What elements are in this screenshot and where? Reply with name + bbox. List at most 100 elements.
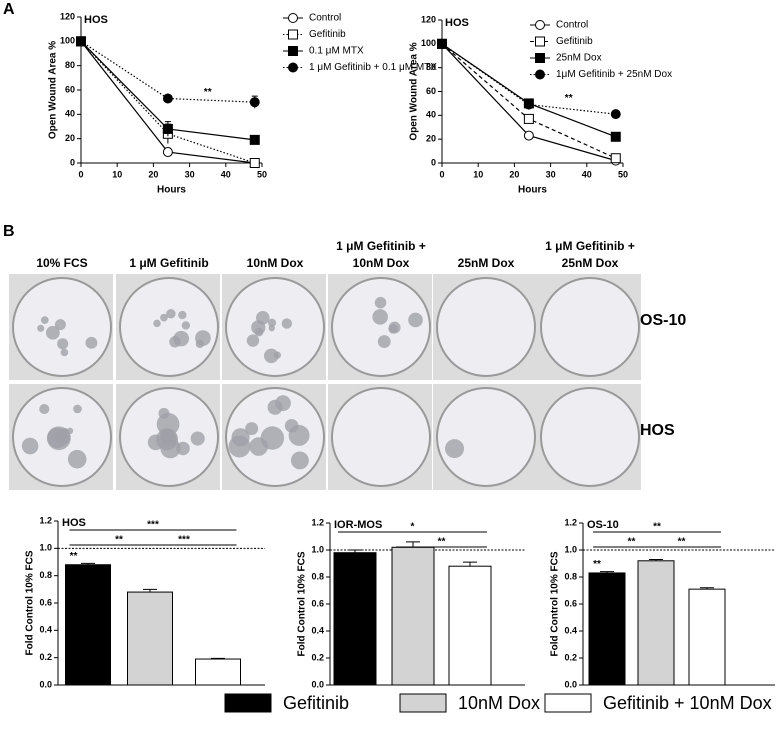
colony — [195, 339, 205, 349]
bar — [65, 564, 111, 686]
legend-marker — [535, 20, 545, 30]
bracket-label: ** — [115, 535, 123, 546]
colony — [254, 327, 264, 337]
legend-label: Gefitinib — [556, 36, 593, 47]
marker — [437, 38, 447, 49]
colony — [40, 316, 49, 325]
y-tick-label: 0.8 — [39, 570, 52, 580]
colony — [260, 426, 285, 450]
error-bar — [600, 571, 614, 573]
legend-label: Control — [309, 13, 341, 24]
colony — [176, 441, 190, 456]
y-axis-label: Open Wound Area % — [409, 42, 420, 140]
annotation: ** — [565, 93, 573, 104]
x-tick-label: 0 — [78, 169, 83, 179]
bracket-label: * — [411, 522, 415, 533]
column-header: 1 μM Gefitinib + 25nM Dox — [545, 239, 635, 270]
y-tick-label: 1.2 — [564, 517, 577, 527]
legend-label: 0.1 μM MTX — [309, 46, 364, 57]
legend-label: 1 μM Gefitinib + 0.1 μM MTX — [309, 62, 437, 73]
x-tick-label: 20 — [148, 169, 158, 179]
colony — [169, 336, 181, 348]
colony — [288, 424, 310, 446]
y-tick-label: 100 — [60, 36, 75, 46]
colony — [39, 404, 50, 415]
y-tick-label: 1.0 — [311, 544, 324, 554]
legend-marker — [288, 13, 298, 23]
plate — [225, 277, 325, 377]
x-tick-label: 30 — [546, 169, 556, 179]
bar — [688, 588, 726, 686]
y-tick-label: 60 — [65, 84, 75, 94]
colony — [245, 422, 259, 436]
colony — [281, 318, 293, 329]
legend-label: Gefitinib + 10nM Dox — [603, 693, 772, 713]
bracket-label: ** — [653, 522, 661, 533]
chart-title: HOS — [84, 14, 108, 26]
colony — [147, 434, 164, 451]
x-tick-label: 20 — [509, 169, 519, 179]
colony — [60, 348, 69, 357]
bracket-label: ** — [678, 537, 686, 548]
bar — [588, 572, 626, 686]
bar — [391, 546, 435, 686]
legend-label: 1μM Gefitinib + 25nM Dox — [556, 69, 672, 80]
bar-annotation: ** — [593, 559, 601, 570]
colony — [377, 335, 391, 349]
panel-label: B — [3, 223, 15, 240]
y-tick-label: 80 — [65, 60, 75, 70]
x-axis-label: Hours — [157, 185, 186, 196]
y-tick-label: 1.0 — [39, 543, 52, 553]
bracket-label: ** — [438, 537, 446, 548]
colony — [445, 439, 465, 459]
colony — [267, 399, 283, 415]
legend-label: 10nM Dox — [458, 693, 540, 713]
y-tick-label: 0.2 — [564, 652, 577, 662]
legend-label: Gefitinib — [309, 29, 346, 40]
x-tick-label: 30 — [185, 169, 195, 179]
colony — [372, 309, 388, 325]
y-tick-label: 40 — [426, 110, 436, 120]
legend-marker — [535, 53, 545, 63]
error-bar — [81, 562, 95, 565]
marker — [249, 97, 260, 108]
colony — [45, 325, 60, 340]
colony — [54, 431, 66, 443]
y-tick-label: 120 — [421, 14, 436, 24]
y-axis-label: Fold Control 10% FCS — [25, 550, 36, 655]
bar — [333, 552, 377, 686]
marker — [162, 123, 173, 134]
y-tick-label: 0.0 — [39, 679, 52, 689]
colony — [67, 449, 87, 469]
colony — [374, 296, 387, 309]
colony — [268, 324, 275, 332]
y-tick-label: 0.6 — [564, 598, 577, 608]
column-header: 25nM Dox — [457, 256, 515, 270]
y-tick-label: 0.8 — [564, 571, 577, 581]
marker — [523, 99, 534, 110]
marker — [162, 147, 173, 158]
error-bar — [700, 587, 714, 590]
chart-title: HOS — [62, 517, 86, 529]
y-tick-label: 100 — [421, 38, 436, 48]
chart-title: OS-10 — [587, 519, 619, 531]
bar — [448, 565, 492, 686]
panel-label: A — [3, 1, 15, 18]
colony — [290, 451, 309, 470]
colony — [73, 404, 82, 414]
marker — [249, 158, 260, 168]
colony — [264, 348, 279, 364]
colony — [57, 338, 69, 350]
colony — [388, 321, 401, 334]
y-tick-label: 0.2 — [311, 652, 324, 662]
y-tick-label: 0.4 — [564, 625, 577, 635]
plate — [331, 277, 431, 377]
y-axis-label: Fold Control 10% FCS — [550, 551, 561, 656]
colony — [37, 324, 45, 332]
colony — [21, 437, 39, 455]
column-header: 1 μM Gefitinib + 10nM Dox — [336, 239, 426, 270]
marker — [76, 36, 86, 47]
y-tick-label: 0 — [70, 157, 75, 167]
x-tick-label: 50 — [257, 169, 267, 179]
